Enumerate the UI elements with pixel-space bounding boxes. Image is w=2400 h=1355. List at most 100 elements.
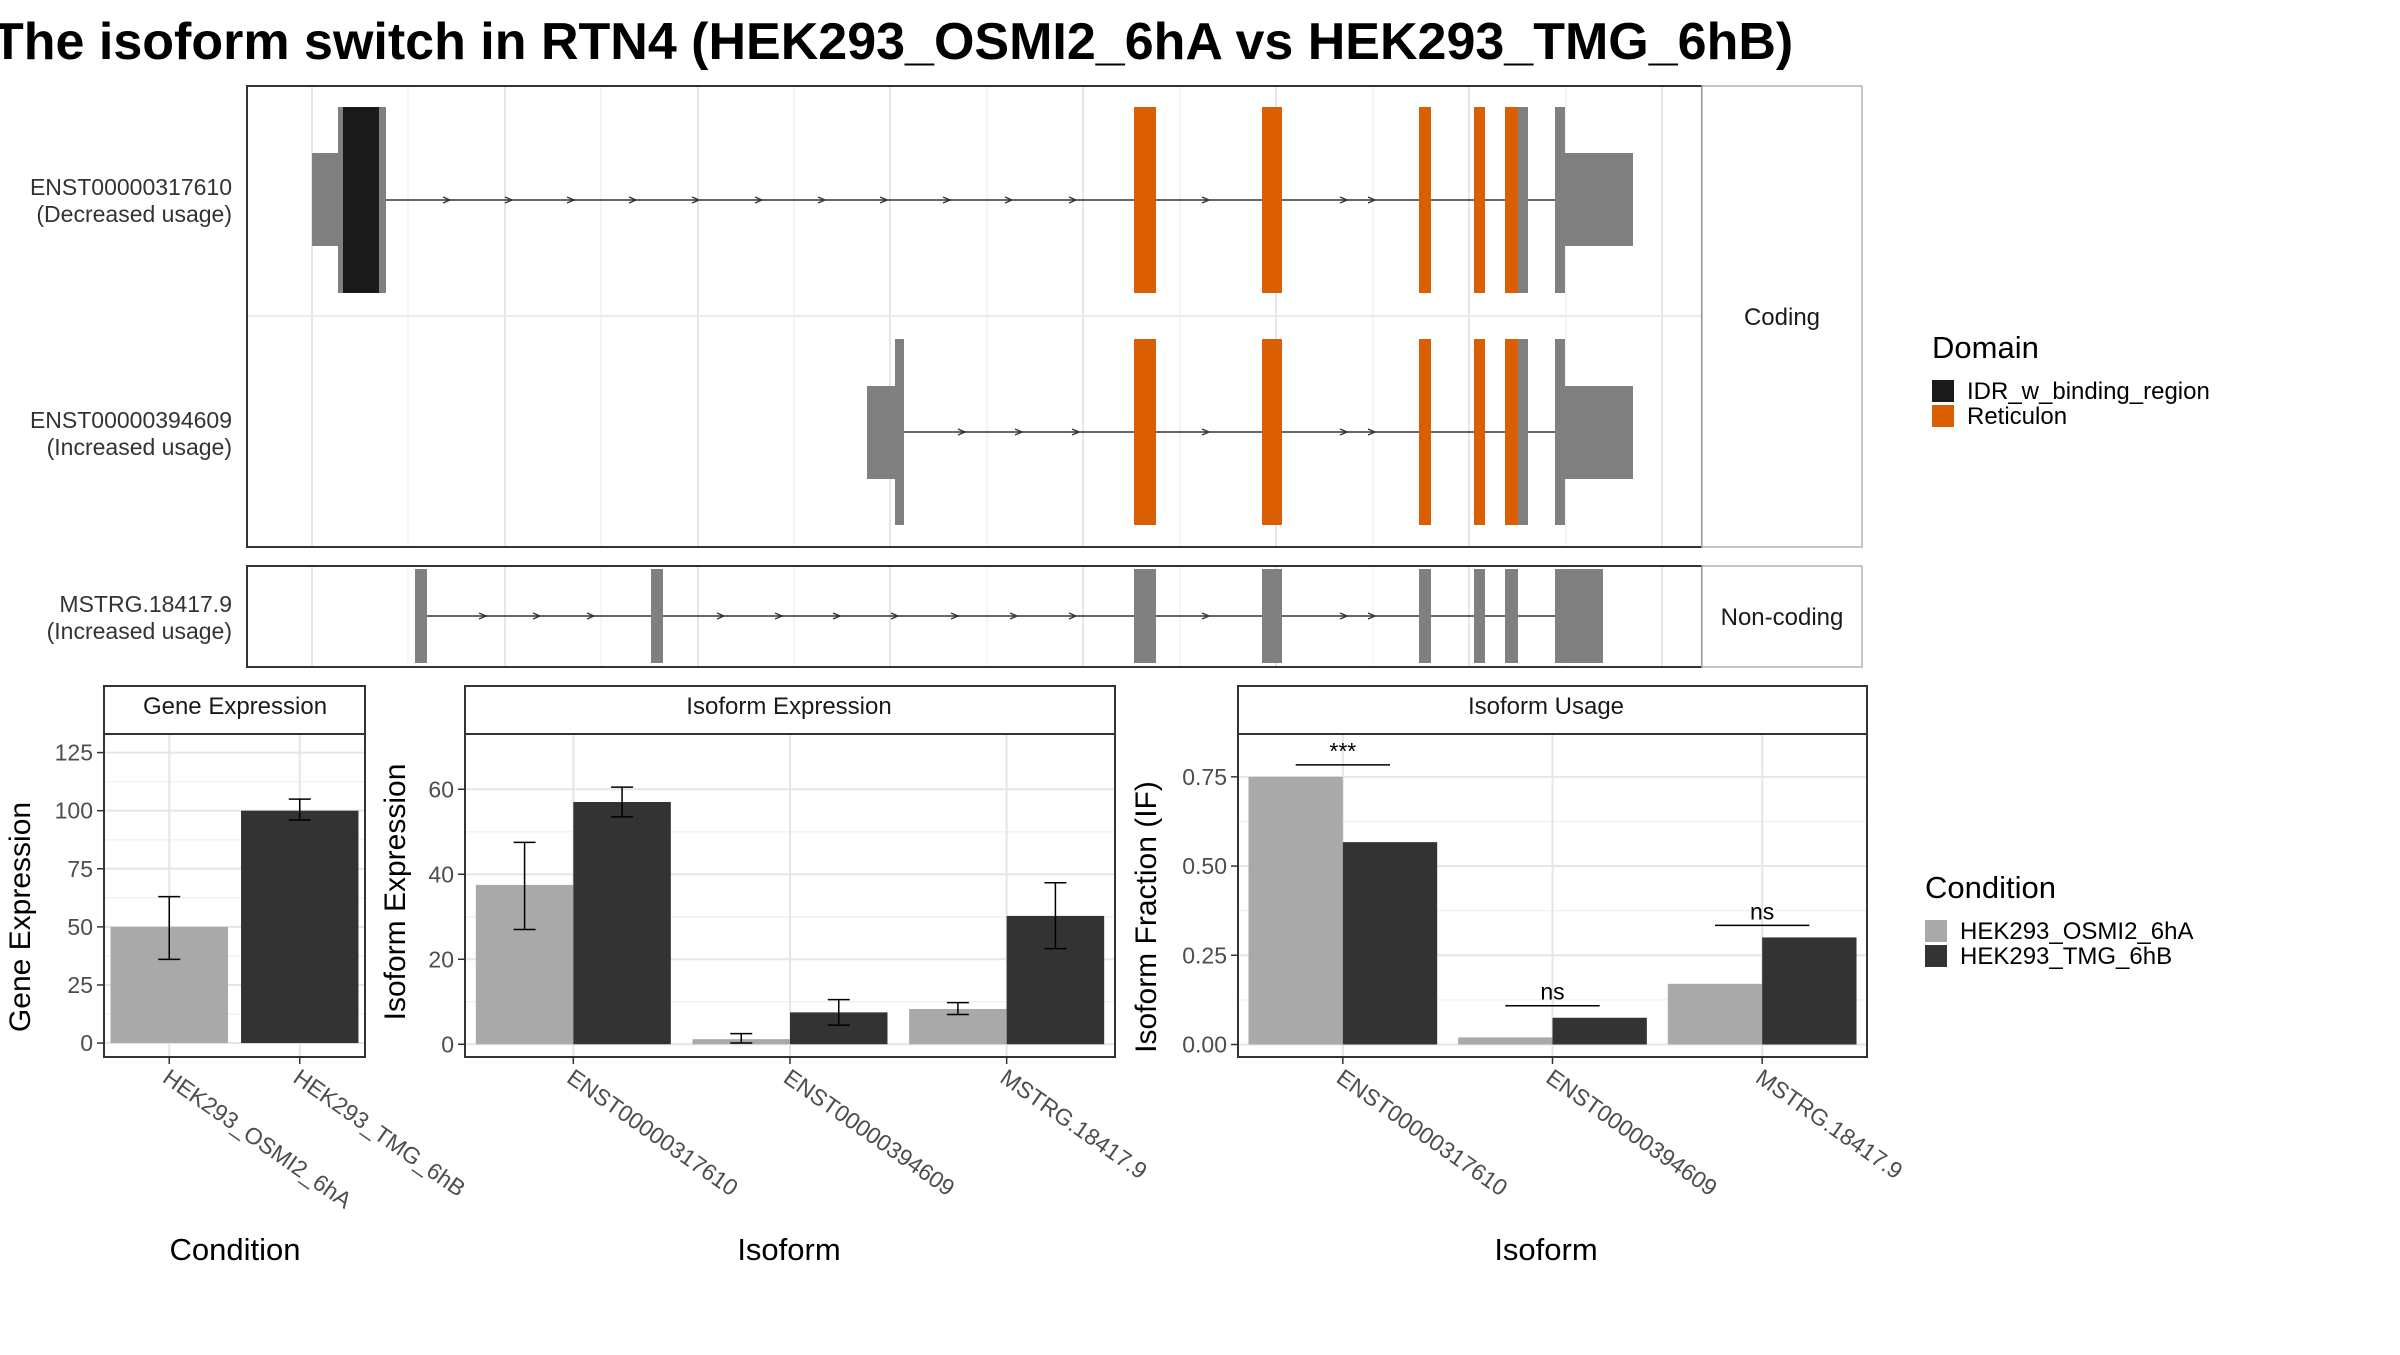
transcript-structure: Coding Non-coding ENST00000317610 (Decre… bbox=[30, 85, 1863, 668]
intron-direction-arrow bbox=[1201, 428, 1211, 436]
intron-direction-arrow bbox=[774, 612, 784, 620]
x-tick-label: ENST00000394609 bbox=[1542, 1064, 1722, 1201]
x-tick-label: MSTRG.18417.9 bbox=[1751, 1064, 1907, 1184]
intron-direction-arrow bbox=[1339, 612, 1349, 620]
bar bbox=[1762, 937, 1857, 1045]
legend-key-tmg bbox=[1925, 945, 1947, 967]
legend-label-tmg: HEK293_TMG_6hB bbox=[1960, 943, 2172, 970]
condition-legend: Condition HEK293_OSMI2_6hA HEK293_TMG_6h… bbox=[1925, 870, 2193, 970]
y-tick-label: 100 bbox=[55, 798, 93, 824]
isoform-2-id: ENST00000394609 bbox=[30, 407, 232, 433]
y-tick-label: 0 bbox=[80, 1030, 93, 1056]
intron-direction-arrow bbox=[1339, 196, 1349, 204]
noncoding-facet-strip bbox=[1701, 565, 1863, 668]
isoform-expression-strip-label: Isoform Expression bbox=[686, 693, 891, 720]
gene-expression-x-label: Condition bbox=[170, 1232, 301, 1267]
reticulon-domain-exon bbox=[1419, 107, 1431, 293]
utr-exon bbox=[1565, 153, 1633, 246]
intron-direction-arrow bbox=[628, 196, 638, 204]
facet-strip-box bbox=[1237, 685, 1868, 735]
legend-label-osmi2: HEK293_OSMI2_6hA bbox=[1960, 918, 2193, 945]
noncoding-exon bbox=[1555, 569, 1603, 663]
significance-label: *** bbox=[1329, 738, 1356, 764]
noncoding-exon bbox=[1505, 569, 1518, 663]
coding-facet-label: Coding bbox=[1744, 304, 1820, 331]
reticulon-domain-exon bbox=[1419, 339, 1431, 525]
reticulon-domain-exon bbox=[1474, 339, 1485, 525]
isoform-3-usage: (Increased usage) bbox=[47, 618, 232, 644]
x-tick-label: MSTRG.18417.9 bbox=[996, 1064, 1152, 1184]
coding-exon bbox=[1518, 107, 1528, 293]
gene-expression-y-label: Gene Expression bbox=[4, 802, 37, 1032]
noncoding-facet-label: Non-coding bbox=[1721, 604, 1844, 631]
coding-exon bbox=[1555, 339, 1565, 525]
intron-direction-arrow bbox=[754, 196, 764, 204]
reticulon-domain-exon bbox=[1262, 339, 1282, 525]
utr-exon bbox=[1565, 386, 1633, 479]
legend-key-osmi2 bbox=[1925, 920, 1947, 942]
isoform-1-usage: (Decreased usage) bbox=[36, 201, 232, 227]
y-tick-label: 20 bbox=[428, 946, 454, 972]
isoform-2-usage: (Increased usage) bbox=[47, 434, 232, 460]
gene-expression-strip-label: Gene Expression bbox=[143, 693, 327, 720]
bar bbox=[1667, 983, 1763, 1045]
y-tick-label: 0.50 bbox=[1182, 853, 1227, 879]
intron-direction-arrow bbox=[691, 196, 701, 204]
reticulon-domain-exon bbox=[1474, 107, 1485, 293]
intron-direction-arrow bbox=[1068, 196, 1078, 204]
intron-direction-arrow bbox=[1339, 428, 1349, 436]
isoform-expression-y-label: Isoform Expression bbox=[379, 764, 412, 1021]
legend-label-idr: IDR_w_binding_region bbox=[1967, 378, 2210, 405]
intron-direction-arrow bbox=[478, 612, 488, 620]
y-tick-label: 40 bbox=[428, 861, 454, 887]
gene-expression-chart: Gene Expression Gene Expression Conditio… bbox=[4, 685, 470, 1267]
noncoding-exon bbox=[651, 569, 663, 663]
noncoding-exon bbox=[1262, 569, 1282, 663]
x-tick-label: ENST00000317610 bbox=[562, 1064, 742, 1201]
y-tick-label: 0.75 bbox=[1182, 764, 1227, 790]
intron-direction-arrow bbox=[1367, 428, 1377, 436]
intron-direction-arrow bbox=[890, 612, 900, 620]
intron-direction-arrow bbox=[879, 196, 889, 204]
reticulon-domain-exon bbox=[1134, 107, 1156, 293]
coding-facet-strip bbox=[1701, 85, 1863, 548]
intron-direction-arrow bbox=[1367, 612, 1377, 620]
y-tick-label: 0 bbox=[441, 1031, 454, 1057]
legend-key-reticulon bbox=[1932, 405, 1954, 427]
intron-direction-arrow bbox=[716, 612, 726, 620]
y-tick-label: 75 bbox=[67, 856, 93, 882]
reticulon-domain-exon bbox=[1505, 107, 1518, 293]
utr-exon bbox=[867, 386, 897, 479]
isoform-usage-strip-label: Isoform Usage bbox=[1468, 693, 1624, 720]
intron-direction-arrow bbox=[1009, 612, 1019, 620]
isoform-usage-chart: Isoform Usage Isoform Fraction (IF) Isof… bbox=[1130, 685, 1908, 1267]
intron-direction-arrow bbox=[832, 612, 842, 620]
domain-legend: Domain IDR_w_binding_region Reticulon bbox=[1932, 330, 2210, 430]
significance-label: ns bbox=[1750, 898, 1774, 924]
legend-label-reticulon: Reticulon bbox=[1967, 403, 2067, 430]
coding-exon bbox=[895, 339, 904, 525]
intron-direction-arrow bbox=[566, 196, 576, 204]
intron-direction-arrow bbox=[532, 612, 542, 620]
intron-direction-arrow bbox=[942, 196, 952, 204]
y-tick-label: 0.00 bbox=[1182, 1032, 1227, 1058]
bar bbox=[1248, 776, 1343, 1045]
isoform-expression-x-label: Isoform bbox=[737, 1232, 840, 1267]
noncoding-exon bbox=[1419, 569, 1431, 663]
utr-exon bbox=[312, 153, 340, 246]
coding-exon bbox=[1555, 107, 1565, 293]
intron-direction-arrow bbox=[1068, 612, 1078, 620]
intron-direction-arrow bbox=[1367, 196, 1377, 204]
figure-title: The isoform switch in RTN4 (HEK293_OSMI2… bbox=[0, 13, 1793, 71]
isoform-usage-x-label: Isoform bbox=[1494, 1232, 1597, 1267]
x-tick-label: ENST00000317610 bbox=[1332, 1064, 1512, 1201]
noncoding-exon bbox=[1134, 569, 1156, 663]
y-tick-label: 0.25 bbox=[1182, 942, 1227, 968]
intron-direction-arrow bbox=[586, 612, 596, 620]
bar bbox=[241, 810, 359, 1044]
y-tick-label: 50 bbox=[67, 914, 93, 940]
isoform-3-id: MSTRG.18417.9 bbox=[59, 591, 232, 617]
bar bbox=[1458, 1037, 1553, 1045]
